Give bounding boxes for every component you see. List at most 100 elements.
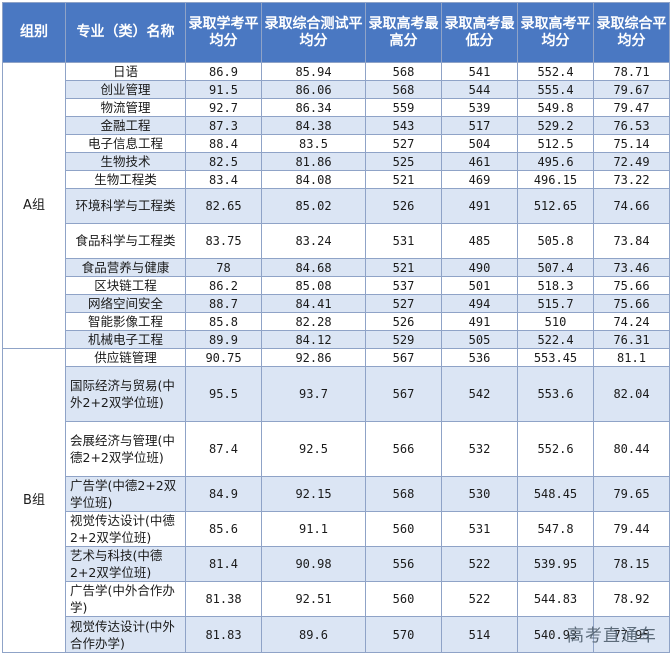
comprehensive-test-avg-cell: 92.86	[261, 348, 366, 367]
header-comprehensive-test-avg: 录取综合测试平均分	[261, 2, 366, 63]
gaokao-max-cell: 526	[365, 188, 442, 224]
gaokao-avg-cell: 495.6	[517, 152, 594, 171]
comprehensive-test-avg-cell: 92.5	[261, 421, 366, 477]
major-cell: 机械电子工程	[65, 330, 186, 349]
gaokao-max-cell: 560	[365, 581, 442, 617]
comprehensive-test-avg-cell: 83.24	[261, 223, 366, 259]
major-cell: 智能影像工程	[65, 312, 186, 331]
gaokao-min-cell: 522	[441, 581, 518, 617]
major-cell: 会展经济与管理(中德2+2双学位班)	[65, 421, 186, 477]
comprehensive-test-avg-cell: 84.38	[261, 116, 366, 135]
gaokao-max-cell: 568	[365, 62, 442, 81]
gaokao-avg-cell: 507.4	[517, 258, 594, 277]
xueye-avg-cell: 78	[185, 258, 262, 277]
table-row: 会展经济与管理(中德2+2双学位班) 87.4 92.5 566 532 552.6 80.…	[3, 421, 670, 477]
gaokao-max-cell: 568	[365, 80, 442, 99]
major-cell: 视觉传达设计(中外合作办学)	[65, 616, 186, 653]
comprehensive-avg-cell: 82.04	[593, 366, 670, 422]
comprehensive-test-avg-cell: 82.28	[261, 312, 366, 331]
group-a-cell: A组	[2, 62, 66, 349]
table-row: 广告学(中德2+2双学位班) 84.9 92.15 568 530 548.45 79.65	[3, 476, 670, 512]
watermark: 高考直通车	[567, 626, 657, 646]
comprehensive-avg-cell: 75.66	[593, 276, 670, 295]
header-major: 专业（类）名称	[65, 2, 186, 63]
header-gaokao-max: 录取高考最高分	[365, 2, 442, 63]
major-cell: 金融工程	[65, 116, 186, 135]
comprehensive-test-avg-cell: 92.15	[261, 476, 366, 512]
gaokao-min-cell: 469	[441, 170, 518, 189]
gaokao-min-cell: 461	[441, 152, 518, 171]
comprehensive-avg-cell: 80.44	[593, 421, 670, 477]
major-cell: 供应链管理	[65, 348, 186, 367]
table-row: 电子信息工程 88.4 83.5 527 504 512.5 75.14	[3, 134, 670, 153]
major-cell: 国际经济与贸易(中外2+2双学位班)	[65, 366, 186, 422]
gaokao-min-cell: 485	[441, 223, 518, 259]
comprehensive-avg-cell: 79.67	[593, 80, 670, 99]
gaokao-min-cell: 522	[441, 546, 518, 582]
xueye-avg-cell: 91.5	[185, 80, 262, 99]
major-cell: 食品科学与工程类	[65, 223, 186, 259]
gaokao-avg-cell: 510	[517, 312, 594, 331]
comprehensive-test-avg-cell: 81.86	[261, 152, 366, 171]
comprehensive-avg-cell: 75.14	[593, 134, 670, 153]
gaokao-avg-cell: 552.4	[517, 62, 594, 81]
gaokao-min-cell: 541	[441, 62, 518, 81]
comprehensive-avg-cell: 73.22	[593, 170, 670, 189]
xueye-avg-cell: 87.4	[185, 421, 262, 477]
comprehensive-test-avg-cell: 84.41	[261, 294, 366, 313]
xueye-avg-cell: 85.6	[185, 511, 262, 547]
xueye-avg-cell: 86.9	[185, 62, 262, 81]
comprehensive-avg-cell: 79.47	[593, 98, 670, 117]
comprehensive-avg-cell: 74.24	[593, 312, 670, 331]
header-group: 组别	[2, 2, 66, 63]
table-row: 视觉传达设计(中外合作办学) 81.83 89.6 570 514 540.93 77.95	[3, 616, 670, 653]
table-row: 艺术与科技(中德2+2双学位班) 81.4 90.98 556 522 539.95 78.…	[3, 546, 670, 582]
table-row: 网络空间安全 88.7 84.41 527 494 515.7 75.66	[3, 294, 670, 313]
table-row: 生物技术 82.5 81.86 525 461 495.6 72.49	[3, 152, 670, 171]
table-row: 创业管理 91.5 86.06 568 544 555.4 79.67	[3, 80, 670, 99]
major-cell: 电子信息工程	[65, 134, 186, 153]
gaokao-min-cell: 505	[441, 330, 518, 349]
gaokao-avg-cell: 549.8	[517, 98, 594, 117]
gaokao-max-cell: 559	[365, 98, 442, 117]
comprehensive-test-avg-cell: 85.02	[261, 188, 366, 224]
table-row: 食品营养与健康 78 84.68 521 490 507.4 73.46	[3, 258, 670, 277]
comprehensive-avg-cell: 78.92	[593, 581, 670, 617]
gaokao-avg-cell: 512.5	[517, 134, 594, 153]
gaokao-max-cell: 567	[365, 348, 442, 367]
xueye-avg-cell: 92.7	[185, 98, 262, 117]
comprehensive-avg-cell: 76.53	[593, 116, 670, 135]
comprehensive-avg-cell: 77.95	[593, 616, 670, 653]
table-row: 食品科学与工程类 83.75 83.24 531 485 505.8 73.84	[3, 223, 670, 259]
xueye-avg-cell: 88.7	[185, 294, 262, 313]
gaokao-avg-cell: 515.7	[517, 294, 594, 313]
gaokao-avg-cell: 547.8	[517, 511, 594, 547]
comprehensive-avg-cell: 78.71	[593, 62, 670, 81]
xueye-avg-cell: 81.4	[185, 546, 262, 582]
xueye-avg-cell: 90.75	[185, 348, 262, 367]
gaokao-max-cell: 531	[365, 223, 442, 259]
gaokao-avg-cell: 529.2	[517, 116, 594, 135]
gaokao-avg-cell: 512.65	[517, 188, 594, 224]
gaokao-min-cell: 532	[441, 421, 518, 477]
gaokao-min-cell: 501	[441, 276, 518, 295]
major-cell: 网络空间安全	[65, 294, 186, 313]
xueye-avg-cell: 81.38	[185, 581, 262, 617]
gaokao-min-cell: 491	[441, 312, 518, 331]
comprehensive-test-avg-cell: 86.06	[261, 80, 366, 99]
header-comprehensive-avg: 录取综合平均分	[593, 2, 670, 63]
major-cell: 视觉传达设计(中德2+2双学位班)	[65, 511, 186, 547]
gaokao-max-cell: 526	[365, 312, 442, 331]
admission-score-table: 组别 专业（类）名称 录取学考平均分 录取综合测试平均分 录取高考最高分 录取高…	[2, 2, 670, 653]
comprehensive-test-avg-cell: 93.7	[261, 366, 366, 422]
major-cell: 区块链工程	[65, 276, 186, 295]
comprehensive-avg-cell: 81.1	[593, 348, 670, 367]
comprehensive-test-avg-cell: 85.08	[261, 276, 366, 295]
xueye-avg-cell: 86.2	[185, 276, 262, 295]
gaokao-avg-cell: 552.6	[517, 421, 594, 477]
gaokao-max-cell: 527	[365, 294, 442, 313]
gaokao-max-cell: 537	[365, 276, 442, 295]
header-xueye-avg: 录取学考平均分	[185, 2, 262, 63]
gaokao-min-cell: 542	[441, 366, 518, 422]
comprehensive-test-avg-cell: 84.68	[261, 258, 366, 277]
